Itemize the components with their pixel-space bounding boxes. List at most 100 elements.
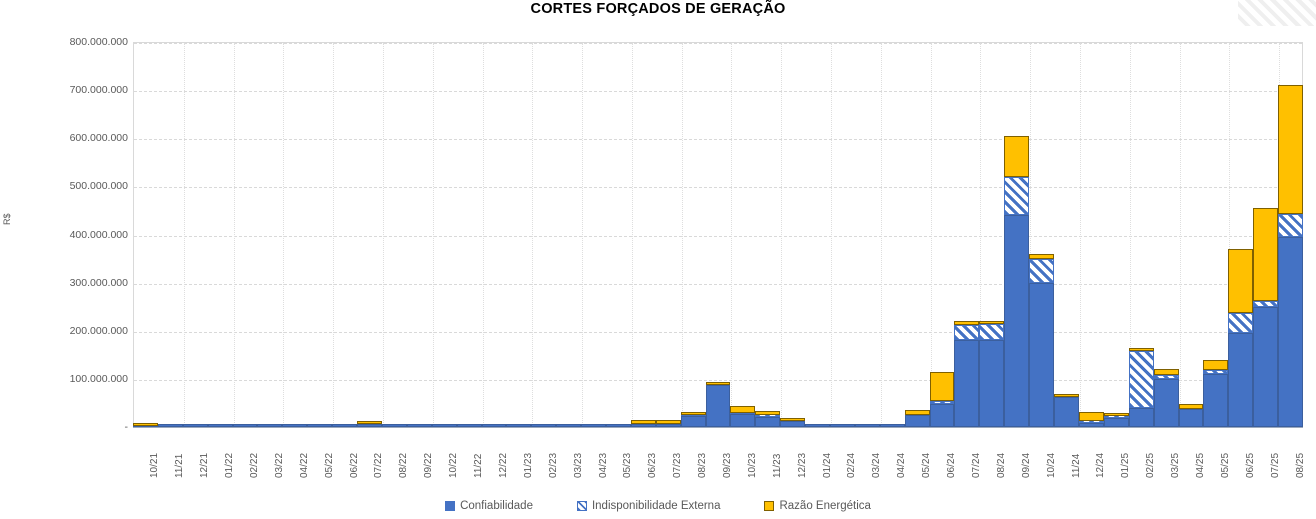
bar-segment-razao-energetica (1029, 253, 1055, 259)
x-axis-tick-label: 07/23 (672, 452, 684, 478)
bar-11-22 (456, 42, 482, 427)
bar-segment-confiabilidade (605, 424, 631, 427)
bar-11-23 (755, 42, 781, 427)
bar-segment-razao-energetica (1128, 347, 1154, 351)
bar-segment-razao-energetica (1153, 369, 1179, 376)
corner-hatch-watermark (1238, 0, 1316, 26)
bar-segment-confiabilidade (1228, 333, 1254, 427)
x-axis-tick-label: 06/25 (1244, 452, 1256, 478)
x-axis-tick-label: 01/24 (821, 452, 833, 478)
x-axis-tick-label: 05/24 (921, 452, 933, 478)
bar-04-23 (581, 42, 606, 427)
bar-segment-confiabilidade (1178, 408, 1204, 427)
bar-12-23 (780, 42, 806, 427)
bar-segment-confiabilidade (979, 340, 1005, 427)
gridline-horizontal (134, 139, 1302, 141)
legend-item-indisp[interactable]: Indisponibilidade Externa (576, 500, 720, 512)
bar-12-21 (182, 42, 208, 427)
bar-segment-razao-energetica (1004, 135, 1030, 177)
gridline-vertical (880, 43, 882, 427)
bar-segment-confiabilidade (755, 417, 781, 427)
x-axis-tick-label: 08/24 (995, 452, 1007, 478)
x-axis-tick-label: 12/24 (1095, 452, 1107, 478)
x-axis-tick-label: 02/22 (249, 452, 261, 478)
bar-segment-confiabilidade (456, 424, 482, 427)
bar-03-25 (1153, 42, 1179, 427)
bar-10-23 (730, 42, 756, 427)
x-axis-tick-label: 08/25 (1294, 452, 1306, 478)
bar-09-22 (406, 42, 432, 427)
x-axis-tick-label: 09/24 (1020, 452, 1032, 478)
x-axis-tick-label: 12/22 (497, 452, 509, 478)
x-axis-tick-label: 11/22 (473, 453, 485, 478)
y-axis-tick-label: 100.000.000 (69, 372, 128, 385)
bar-08-24 (979, 42, 1005, 427)
bar-segment-razao-energetica (1278, 85, 1303, 214)
bar-segment-razao-energetica (929, 372, 955, 402)
bar-segment-confiabilidade (257, 424, 283, 427)
gridline-vertical (1129, 43, 1131, 427)
gridline-vertical (233, 43, 235, 427)
bar-segment-indisponibilidade-externa (929, 400, 955, 404)
legend-item-razao[interactable]: Razão Energética (764, 500, 871, 512)
bar-segment-indisponibilidade-externa (1128, 350, 1154, 408)
bar-10-22 (431, 42, 457, 427)
bar-segment-confiabilidade (929, 403, 955, 427)
bar-02-24 (830, 42, 855, 427)
bar-08-22 (381, 42, 407, 427)
x-axis-tick-label: 01/22 (224, 452, 236, 478)
gridline-vertical (183, 43, 185, 427)
x-axis-tick-labels: 10/21 11/21 12/21 01/22 02/22 03/22 04/22 05/22… (133, 430, 1306, 490)
legend-item-conf[interactable]: Confiabilidade (445, 500, 533, 512)
x-axis-tick-label: 11/21 (174, 453, 186, 478)
x-axis-tick-label: 10/21 (149, 452, 161, 478)
bar-segment-razao-energetica (954, 321, 980, 325)
y-axis-tick-label: 300.000.000 (69, 276, 128, 289)
bar-01-23 (506, 42, 532, 427)
bar-segment-confiabilidade (332, 424, 358, 427)
gridline-horizontal (134, 43, 1302, 44)
y-axis-tick-label: 200.000.000 (69, 324, 128, 337)
x-axis-tick-label: 04/22 (298, 452, 310, 478)
gridline-vertical (1079, 43, 1081, 427)
legend-label: Razão Energética (779, 500, 871, 512)
bar-segment-razao-energetica (730, 406, 756, 414)
bar-segment-confiabilidade (1253, 306, 1279, 427)
bar-segment-razao-energetica (1203, 359, 1229, 371)
x-axis-tick-label: 01/23 (522, 452, 534, 478)
y-axis-tick-label: 400.000.000 (69, 228, 128, 241)
bar-segment-confiabilidade (1153, 378, 1179, 427)
bar-segment-confiabilidade (307, 424, 333, 427)
bar-01-25 (1103, 42, 1129, 427)
bar-segment-confiabilidade (282, 424, 308, 427)
gridline-vertical (631, 43, 633, 427)
bar-series-layer (133, 42, 1303, 427)
bar-segment-indisponibilidade-externa (1153, 375, 1179, 379)
chart-title: CORTES FORÇADOS DE GERAÇÃO (530, 1, 786, 17)
legend-swatch-indisp-icon (576, 501, 587, 511)
bar-segment-confiabilidade (805, 424, 831, 427)
x-axis-tick-label: 10/23 (746, 452, 758, 478)
gridline-vertical (1030, 43, 1032, 427)
bar-segment-confiabilidade (381, 424, 407, 427)
x-axis-tick-label: 03/23 (572, 452, 584, 478)
bar-03-23 (556, 42, 582, 427)
bar-segment-confiabilidade (655, 423, 681, 427)
bar-10-21 (133, 42, 158, 427)
legend-label: Confiabilidade (460, 500, 533, 512)
bar-segment-confiabilidade (406, 424, 432, 427)
y-axis-tick-label: - (124, 421, 129, 433)
gridline-vertical (582, 43, 584, 427)
x-axis-line (133, 427, 1303, 428)
x-axis-tick-label: 07/24 (970, 452, 982, 478)
bar-12-22 (481, 42, 507, 427)
bar-segment-confiabilidade (556, 424, 582, 427)
gridline-vertical (681, 43, 683, 427)
bar-05-22 (307, 42, 333, 427)
bar-segment-razao-energetica (1103, 412, 1129, 416)
gridline-vertical (930, 43, 932, 427)
gridline-horizontal (134, 331, 1302, 333)
bar-segment-confiabilidade (1054, 397, 1079, 427)
bar-12-24 (1078, 42, 1104, 427)
